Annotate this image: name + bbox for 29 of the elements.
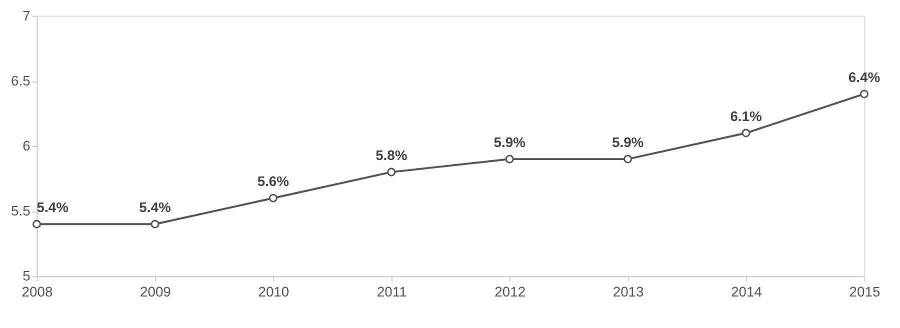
y-tick-label: 6.5	[10, 72, 31, 88]
point	[742, 128, 750, 138]
y-tick-label: 5	[22, 268, 31, 284]
point	[268, 194, 278, 202]
x-tick-label: 2008	[22, 284, 53, 300]
x-tick-label: 2011	[376, 284, 408, 300]
data-label: 5.9%	[494, 134, 526, 150]
data-label: 5.8%	[376, 147, 408, 164]
data-label: 6.4%	[848, 69, 880, 86]
data-label: 6.1%	[730, 108, 762, 124]
y-tick-label: 6	[22, 138, 31, 154]
data-label: 5.4%	[139, 199, 171, 216]
y-tick-label: 7	[22, 7, 31, 24]
point	[150, 220, 160, 228]
data-label: 5.4%	[36, 199, 68, 216]
data-label: 5.9%	[612, 134, 644, 150]
point	[505, 154, 514, 164]
x-tick-label: 2009	[140, 284, 172, 300]
x-tick-label: 2012	[494, 284, 526, 300]
x-tick-label: 2015	[849, 284, 880, 300]
x-tick-label: 2010	[258, 284, 290, 300]
y-tick-label: 5.5	[10, 202, 31, 219]
x-tick-label: 2014	[731, 284, 762, 300]
x-tick-label: 2013	[612, 284, 644, 300]
point	[387, 168, 396, 176]
data-label: 5.6%	[257, 173, 290, 190]
point	[860, 90, 868, 98]
point	[624, 154, 632, 164]
point	[32, 220, 42, 228]
